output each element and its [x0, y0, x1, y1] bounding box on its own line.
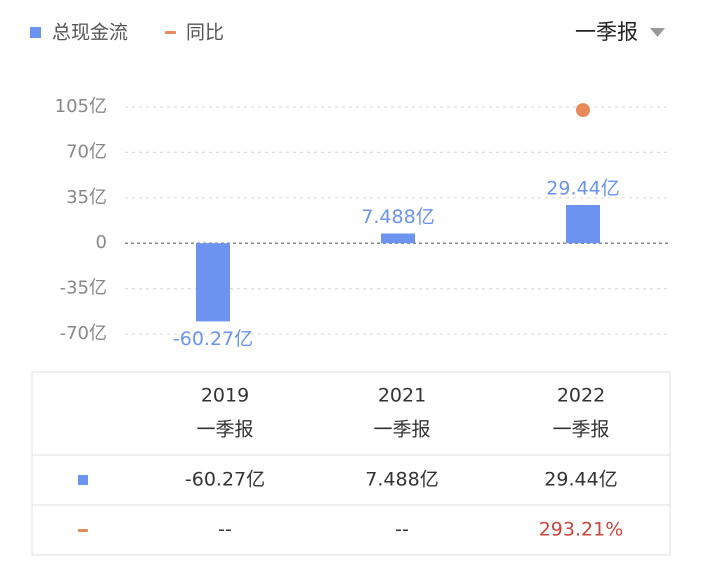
- y-tick-label: 70亿: [66, 141, 107, 162]
- table-cell: --: [395, 519, 409, 541]
- table-header-period: 一季报: [552, 419, 609, 441]
- dropdown-arrow[interactable]: [650, 28, 665, 37]
- legend-swatch: [165, 31, 176, 34]
- table-cell: --: [218, 519, 232, 541]
- table-cell: 293.21%: [539, 519, 624, 541]
- y-tick-label: 35亿: [66, 187, 107, 208]
- period-selector[interactable]: 一季报: [575, 20, 638, 44]
- bar: [381, 233, 415, 244]
- table-row-swatch: [78, 475, 88, 485]
- table-cell: -60.27亿: [185, 469, 265, 491]
- legend-label: 同比: [186, 22, 224, 44]
- bar: [566, 205, 600, 244]
- legend-swatch: [30, 27, 41, 38]
- yoy-dot: [576, 103, 590, 118]
- table-header-year: 2022: [557, 385, 605, 407]
- table-cell: 7.488亿: [365, 469, 438, 491]
- table-header-year: 2019: [201, 385, 249, 407]
- value-label: 7.488亿: [361, 206, 434, 228]
- table-header-year: 2021: [378, 385, 426, 407]
- value-label: -60.27亿: [173, 328, 253, 350]
- bar: [196, 243, 230, 322]
- y-tick-label: 105亿: [55, 96, 107, 117]
- y-tick-label: 0: [96, 232, 107, 253]
- table-border: [31, 371, 671, 556]
- legend-label: 总现金流: [52, 22, 128, 44]
- value-label: 29.44亿: [546, 178, 619, 200]
- table-header-period: 一季报: [196, 419, 253, 441]
- table-cell: 29.44亿: [544, 469, 617, 491]
- table-row-swatch: [78, 529, 88, 532]
- table-header-period: 一季报: [373, 419, 430, 441]
- y-tick-label: -35亿: [60, 278, 107, 299]
- y-tick-label: -70亿: [60, 323, 107, 344]
